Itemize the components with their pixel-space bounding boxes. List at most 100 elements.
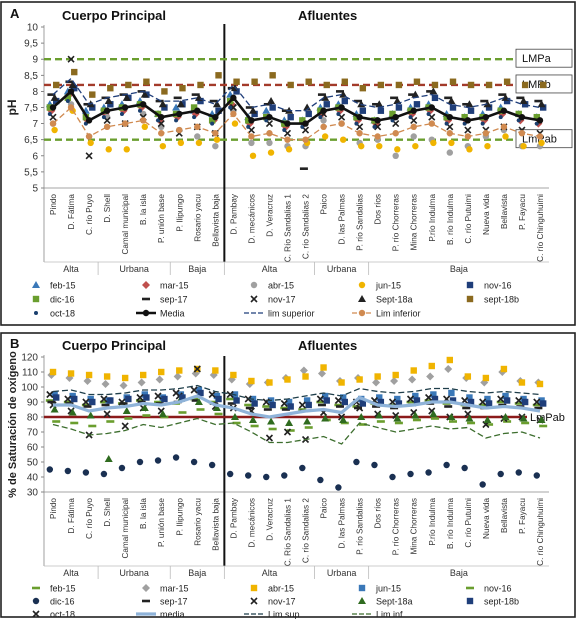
data-point: [464, 117, 472, 124]
data-point: [323, 101, 330, 108]
y-tick-label: 30: [27, 488, 39, 499]
data-point: [67, 104, 75, 111]
data-point: [539, 81, 547, 89]
y-axis-label: pH: [5, 100, 19, 116]
data-point: [498, 93, 507, 96]
data-point: [140, 404, 149, 411]
data-point: [197, 81, 204, 89]
data-point: [212, 404, 221, 411]
legend-swatch: [142, 584, 150, 592]
group-label: Alta: [262, 264, 278, 274]
data-point: [372, 102, 381, 106]
data-point: [372, 124, 377, 129]
category-label: B. la isla: [139, 194, 148, 225]
data-point: [100, 470, 108, 478]
data-point: [334, 403, 343, 407]
data-point: [190, 386, 198, 394]
series-line: [52, 77, 541, 112]
data-point: [389, 473, 396, 481]
group-label: Alta: [63, 568, 79, 578]
data-point: [533, 398, 541, 406]
data-point: [431, 395, 439, 403]
data-point: [194, 398, 203, 405]
data-point: [161, 104, 168, 111]
data-point: [430, 391, 437, 398]
y-tick-label: 10: [27, 23, 39, 34]
category-label: P. río Sandalias: [356, 194, 365, 251]
y-tick-label: 110: [22, 368, 38, 379]
data-point: [521, 398, 529, 406]
data-point: [141, 123, 148, 131]
y-tick-label: 6,5: [24, 135, 38, 146]
data-point: [227, 86, 236, 90]
data-point: [374, 123, 382, 131]
data-point: [444, 365, 453, 373]
data-point: [465, 414, 474, 422]
series-line: [53, 394, 541, 419]
data-point: [251, 400, 258, 407]
data-point: [267, 97, 276, 105]
data-point: [406, 400, 415, 404]
data-point: [103, 373, 111, 380]
data-point: [215, 72, 222, 79]
legend-label: Lim sup: [268, 610, 300, 619]
data-point: [485, 400, 493, 407]
data-point: [305, 401, 312, 409]
y-axis-label: % de Saturación de oxígeno: [7, 351, 19, 498]
section-title: Cuerpo Principal: [62, 338, 166, 353]
data-point: [68, 80, 77, 88]
data-point: [339, 416, 348, 423]
data-point: [447, 413, 456, 420]
data-point: [395, 400, 403, 407]
data-point: [64, 395, 72, 403]
category-label: B. río Indulma: [446, 194, 455, 245]
data-point: [158, 100, 167, 108]
data-point: [305, 110, 312, 118]
data-point: [267, 149, 275, 156]
data-point: [245, 117, 252, 124]
category-label: D. Veracruz: [265, 498, 274, 541]
legend-swatch: [142, 297, 150, 301]
data-point: [50, 93, 59, 101]
data-point: [501, 413, 510, 420]
data-point: [479, 398, 487, 406]
series-lim-inferior: [49, 104, 544, 143]
data-point: [190, 458, 198, 466]
data-point: [428, 120, 435, 127]
data-point: [377, 81, 385, 89]
data-point: [53, 97, 60, 105]
data-point: [426, 111, 431, 116]
data-point: [210, 121, 215, 126]
data-point: [248, 377, 255, 385]
data-point: [515, 110, 522, 118]
series-dic-16: [46, 454, 540, 491]
data-point: [263, 102, 272, 106]
data-point: [412, 392, 419, 400]
data-point: [107, 101, 114, 108]
y-tick-label: 8,5: [24, 71, 38, 82]
data-point: [410, 367, 417, 374]
data-point: [377, 398, 385, 406]
legend-label: jun-15: [375, 281, 401, 291]
legend-swatch: [466, 586, 474, 590]
data-point: [121, 104, 129, 111]
data-point: [500, 123, 508, 131]
data-point: [46, 466, 54, 473]
data-point: [83, 405, 92, 408]
data-point: [518, 130, 526, 137]
data-point: [339, 394, 347, 401]
data-point: [390, 377, 399, 385]
data-point: [374, 133, 381, 140]
series-line: [52, 384, 541, 402]
data-point: [408, 93, 417, 96]
category-label: P. Ilipungo: [175, 498, 184, 536]
data-point: [214, 412, 223, 416]
data-point: [461, 464, 468, 472]
series-sept-18a: [50, 80, 546, 114]
data-point: [359, 84, 367, 92]
y-tick-label: 120: [21, 353, 38, 364]
data-point: [316, 400, 325, 404]
data-point: [358, 142, 365, 150]
y-tick-label: 80: [27, 413, 39, 424]
data-point: [428, 104, 435, 111]
